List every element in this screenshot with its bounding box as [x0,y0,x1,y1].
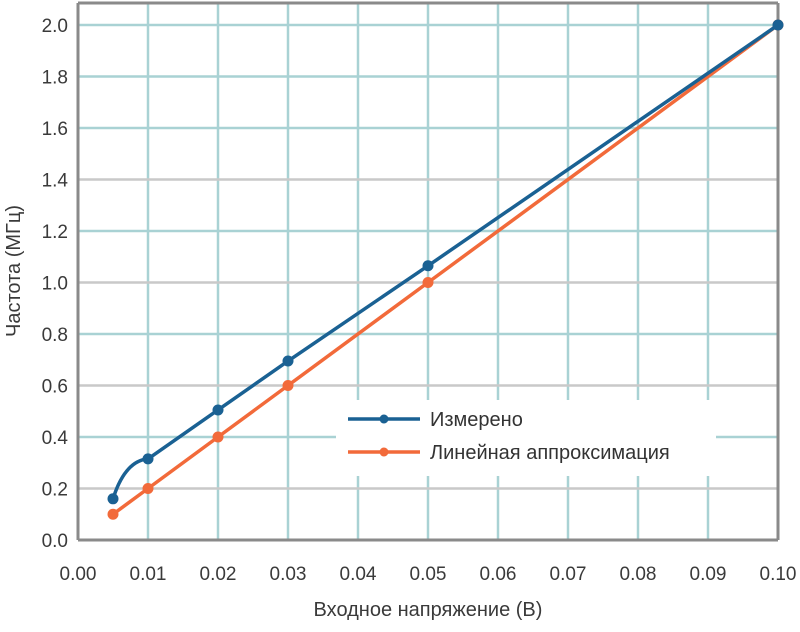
data-point-marker [282,355,294,367]
legend-item-linear-fit: Линейная аппроксимация [348,442,670,464]
legend-marker-linear-fit [379,447,389,457]
data-series [107,19,784,520]
legend-label-measured: Измерено [430,409,523,431]
data-point-marker [107,493,119,505]
y-tick-label: 0.0 [42,531,68,552]
y-tick-label: 2.0 [42,16,68,37]
x-tick-label: 0.06 [480,564,517,585]
series-line [111,23,779,500]
y-tick-label: 0.6 [42,377,68,398]
x-tick-label: 0.01 [130,564,167,585]
x-tick-label: 0.09 [690,564,727,585]
legend-marker-measured [379,414,389,424]
data-point-marker [422,260,434,272]
x-tick-labels: 0.00 0.01 0.02 0.03 0.04 0.05 0.06 0.07 0.08 0.09… [60,564,797,585]
legend-box [336,400,716,476]
y-tick-label: 0.8 [42,325,68,346]
x-tick-label: 0.02 [200,564,237,585]
x-tick-label: 0.04 [340,564,377,585]
x-tick-label: 0.08 [620,564,657,585]
legend: Измерено Линейная аппроксимация [336,400,716,476]
y-tick-labels: 0.0 0.2 0.4 0.6 0.8 1.0 1.2 1.4 1.6 1.8 2.0 [42,16,69,552]
series-measured [107,19,784,505]
data-point-marker [212,404,224,416]
data-point-marker [142,453,154,465]
y-tick-label: 1.2 [42,222,68,243]
y-tick-label: 1.4 [42,171,69,192]
data-point-marker [772,19,784,31]
y-tick-label: 1.8 [42,68,68,89]
data-point-marker [142,483,154,494]
x-tick-label: 0.00 [60,564,97,585]
data-point-marker [422,277,434,288]
y-tick-label: 0.2 [42,480,68,501]
x-tick-label: 0.03 [270,564,307,585]
series-line [111,23,780,516]
data-point-marker [107,508,119,520]
x-tick-label: 0.10 [760,564,797,585]
y-tick-label: 1.6 [42,119,68,140]
y-axis-title: Частота (МГц) [3,205,25,337]
x-tick-label: 0.05 [410,564,447,585]
x-axis-title: Входное напряжение (В) [314,599,543,621]
data-point-marker [212,431,224,443]
legend-item-measured: Измерено [348,409,523,431]
legend-label-linear-fit: Линейная аппроксимация [430,442,670,464]
y-tick-label: 1.0 [42,274,68,295]
x-tick-label: 0.07 [550,564,587,585]
axes [76,1,780,542]
y-tick-label: 0.4 [42,428,69,449]
data-point-marker [282,380,294,391]
